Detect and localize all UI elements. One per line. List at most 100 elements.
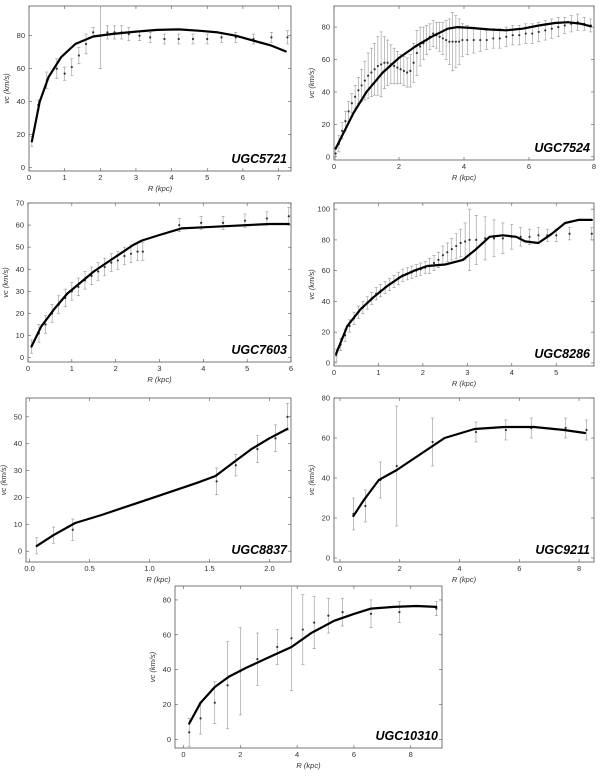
x-tick-label: 3 bbox=[157, 364, 161, 373]
data-point bbox=[373, 68, 376, 71]
data-point bbox=[528, 235, 531, 238]
data-point bbox=[446, 251, 449, 254]
panel-ugc7603: 0 1 2 3 4 5 6 0 10 20 30 40 50 60 70 R (kpc) vc (km/s) UG… bbox=[0, 196, 300, 392]
data-point bbox=[383, 61, 386, 64]
data-point bbox=[286, 415, 289, 418]
y-tick-label: 80 bbox=[17, 31, 25, 40]
y-axis-label: vc (km/s) bbox=[307, 269, 316, 300]
data-point bbox=[461, 38, 464, 42]
data-point bbox=[77, 54, 81, 57]
data-point bbox=[450, 248, 453, 251]
x-tick-label: 2 bbox=[238, 750, 242, 759]
data-point bbox=[398, 611, 401, 614]
x-tick-label: 2 bbox=[398, 564, 402, 573]
data-point bbox=[341, 129, 344, 132]
data-point bbox=[221, 221, 225, 224]
data-point bbox=[44, 323, 47, 326]
y-tick-label: 30 bbox=[16, 287, 24, 296]
data-point bbox=[55, 67, 58, 70]
x-tick-label: 7 bbox=[276, 173, 280, 182]
y-tick-label: 0 bbox=[326, 554, 330, 563]
x-tick-label: 8 bbox=[409, 750, 413, 759]
data-point bbox=[191, 37, 195, 41]
data-point bbox=[454, 40, 457, 43]
panel-ugc10310: 0 2 4 6 8 0 20 40 60 80 R (kpc) vc (km/s) UGC10310 bbox=[145, 582, 455, 778]
data-point bbox=[106, 31, 109, 34]
data-point bbox=[585, 428, 588, 432]
data-point bbox=[380, 63, 383, 66]
plot-frame bbox=[27, 202, 292, 363]
data-point bbox=[243, 219, 247, 222]
panel-ugc9211: 0 2 4 6 8 0 20 40 60 80 R (kpc) vc (km/s) UGC9211 bbox=[300, 392, 600, 588]
data-point bbox=[431, 440, 434, 444]
data-point bbox=[70, 65, 73, 69]
data-point bbox=[484, 237, 487, 240]
y-tick-label: 70 bbox=[16, 199, 24, 208]
data-point bbox=[568, 232, 571, 235]
data-point bbox=[357, 89, 360, 92]
x-tick-label: 0 bbox=[26, 364, 30, 373]
data-point bbox=[435, 607, 438, 610]
data-point bbox=[396, 66, 399, 69]
data-point bbox=[419, 45, 422, 48]
data-point bbox=[206, 37, 209, 41]
data-point bbox=[286, 36, 289, 39]
rotation-curve-chart-ugc8837: 0.0 0.5 1.0 1.5 2.0 0 10 20 30 40 50 R (kpc) vc (km/… bbox=[0, 397, 292, 584]
data-point bbox=[274, 437, 277, 440]
y-tick-label: 20 bbox=[17, 130, 25, 139]
data-point bbox=[354, 95, 357, 98]
x-tick-label: 2 bbox=[98, 173, 102, 182]
x-axis-label: R (kpc) bbox=[452, 575, 477, 584]
data-point bbox=[474, 430, 478, 434]
data-point bbox=[563, 24, 566, 27]
y-tick-label: 0 bbox=[326, 358, 330, 367]
y-tick-label: 20 bbox=[322, 120, 330, 129]
data-point bbox=[395, 464, 398, 468]
y-axis-label: vc (km/s) bbox=[307, 67, 316, 98]
data-point bbox=[92, 31, 95, 34]
x-tick-label: 2 bbox=[397, 162, 401, 171]
data-point bbox=[327, 614, 330, 617]
data-point bbox=[448, 40, 451, 43]
x-axis-label: R (kpc) bbox=[452, 173, 477, 182]
rotation-curve-chart-ugc8286: 0 1 2 3 4 5 0 20 40 60 80 100 R (kpc) vc (km/s) UGC828… bbox=[307, 202, 595, 388]
y-tick-label: 80 bbox=[163, 595, 171, 604]
y-tick-label: 60 bbox=[322, 266, 330, 275]
x-tick-label: 4 bbox=[457, 564, 461, 573]
data-point bbox=[468, 238, 471, 242]
plot-frame bbox=[174, 585, 443, 749]
rotation-curve-chart-ugc5721: 0 1 2 3 4 5 6 7 0 20 40 60 80 R (kpc) vc (km/s) UGC5721 bbox=[2, 5, 292, 193]
x-tick-label: 2 bbox=[421, 368, 425, 377]
data-point bbox=[518, 34, 521, 37]
galaxy-name: UGC9211 bbox=[535, 543, 590, 557]
x-tick-label: 4 bbox=[201, 364, 205, 373]
y-tick-label: 40 bbox=[16, 265, 24, 274]
x-axis-label: R (kpc) bbox=[146, 575, 171, 584]
data-point bbox=[557, 25, 560, 29]
data-point bbox=[458, 40, 461, 43]
x-tick-label: 6 bbox=[289, 364, 293, 373]
data-point bbox=[564, 426, 567, 430]
x-tick-label: 0 bbox=[181, 750, 185, 759]
x-tick-label: 4 bbox=[169, 173, 173, 182]
data-point bbox=[276, 645, 279, 649]
x-tick-label: 5 bbox=[205, 173, 209, 182]
y-tick-label: 100 bbox=[317, 205, 330, 214]
y-tick-label: 0 bbox=[167, 735, 171, 744]
x-tick-label: 5 bbox=[554, 368, 558, 377]
data-point bbox=[234, 464, 237, 467]
data-point bbox=[287, 215, 290, 218]
data-point bbox=[213, 701, 216, 704]
x-tick-label: 6 bbox=[352, 750, 356, 759]
model-curve bbox=[335, 218, 593, 355]
plot-frame bbox=[28, 5, 292, 172]
x-tick-label: 1 bbox=[63, 173, 67, 182]
data-point bbox=[485, 38, 488, 42]
data-point bbox=[555, 234, 558, 237]
data-point bbox=[412, 61, 415, 64]
data-point bbox=[415, 51, 418, 55]
data-point bbox=[199, 717, 202, 720]
data-point bbox=[200, 221, 203, 224]
panel-ugc7524: 0 2 4 6 8 0 20 40 60 80 R (kpc) vc (km/s) UGC7524 bbox=[300, 0, 600, 196]
